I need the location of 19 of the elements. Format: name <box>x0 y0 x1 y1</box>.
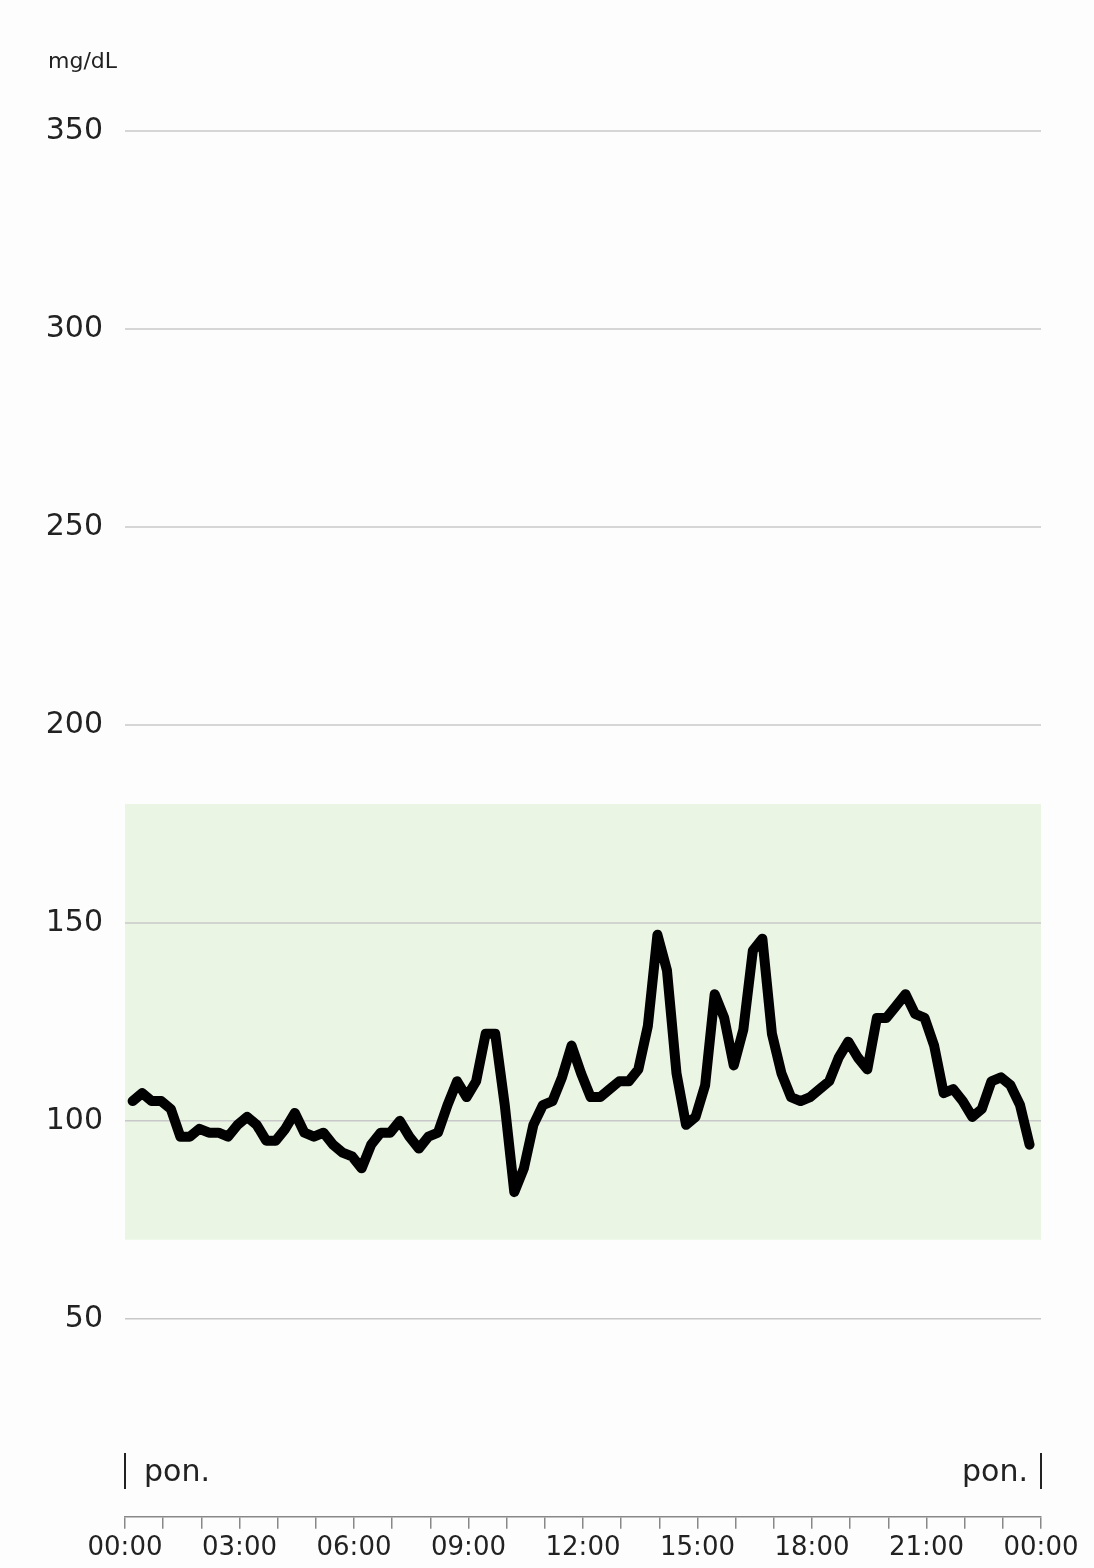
y-axis-title: mg/dL <box>48 48 118 73</box>
x-tick-label: 06:00 <box>316 1531 392 1562</box>
annotation: pon. <box>124 1452 210 1489</box>
y-tick-label: 50 <box>64 1298 103 1334</box>
y-tick-label: 100 <box>45 1100 103 1136</box>
y-tick-label: 300 <box>45 308 103 344</box>
annotation: pon. <box>962 1452 1042 1489</box>
y-tick-label: 250 <box>45 506 103 542</box>
x-tick-label: 00:00 <box>1003 1531 1079 1562</box>
x-tick-label: 00:00 <box>87 1531 163 1562</box>
x-tick-label: 03:00 <box>202 1531 277 1562</box>
x-tick-label: 12:00 <box>545 1531 621 1562</box>
y-tick-label: 150 <box>45 902 103 938</box>
y-tick-label: 200 <box>45 704 103 740</box>
x-tick-label: 18:00 <box>774 1531 850 1562</box>
x-tick-label: 21:00 <box>889 1531 964 1562</box>
x-tick-label: 15:00 <box>660 1531 735 1562</box>
x-tick-label: 09:00 <box>431 1531 506 1562</box>
y-tick-label: 350 <box>45 110 103 146</box>
